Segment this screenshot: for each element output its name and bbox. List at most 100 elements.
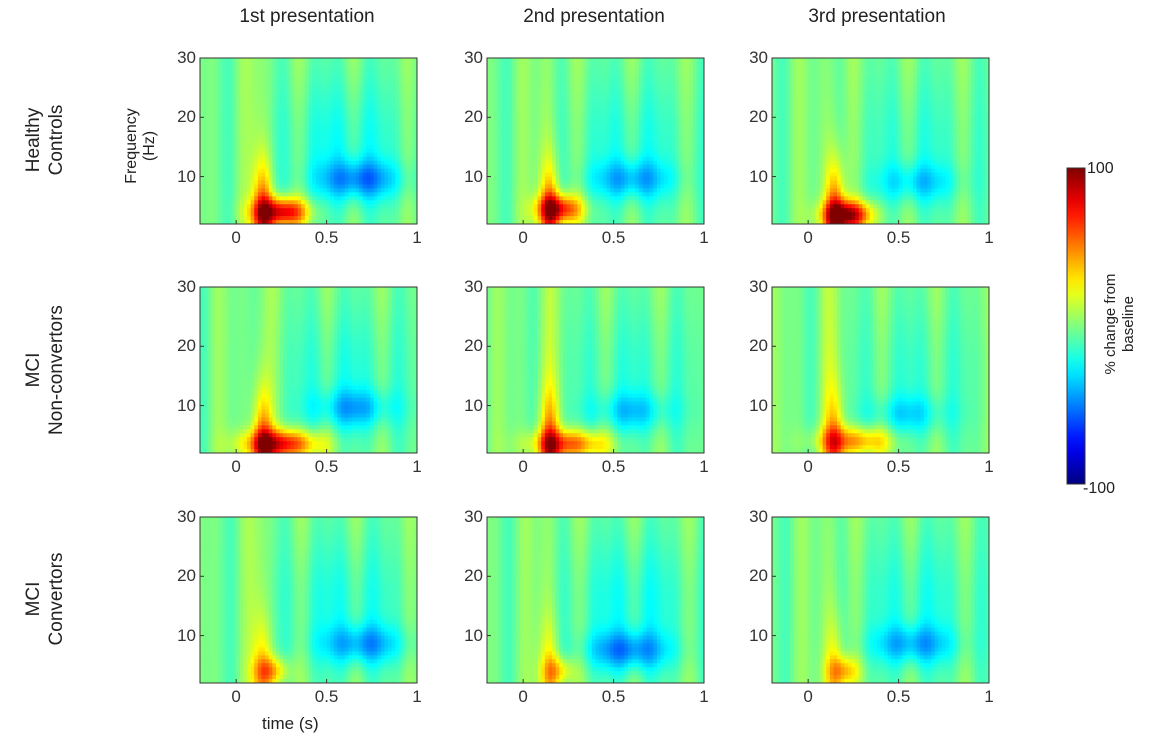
heatmap-cell (283, 89, 288, 95)
heatmap-cell (548, 65, 553, 71)
heatmap-cell (322, 93, 328, 99)
heatmap-cell (232, 137, 237, 142)
heatmap-cell (595, 113, 600, 118)
heatmap-cell (620, 144, 626, 150)
heatmap-cell (555, 188, 560, 193)
heatmap-cell (675, 93, 680, 99)
heatmap-cell (218, 152, 223, 158)
heatmap-cell (261, 81, 266, 87)
heatmap-cell (341, 105, 346, 110)
heatmap-cell (200, 65, 205, 71)
heatmap-cell (210, 216, 216, 221)
heatmap-cell (671, 164, 676, 170)
heatmap-cell (570, 81, 575, 87)
heatmap-cell (588, 152, 593, 158)
heatmap-cell (613, 69, 618, 75)
heatmap-cell (232, 77, 237, 83)
heatmap-cell (406, 61, 411, 67)
heatmap-cell (660, 196, 665, 201)
heatmap-cell (218, 85, 223, 91)
heatmap-cell (333, 208, 339, 213)
heatmap-cell (584, 176, 589, 182)
heatmap-cell (398, 81, 404, 87)
heatmap-cell (402, 176, 407, 182)
heatmap-cell (330, 172, 335, 178)
heatmap-cell (624, 117, 629, 122)
heatmap-cell (326, 168, 331, 174)
heatmap-cell (304, 200, 310, 205)
heatmap-cell (290, 101, 295, 107)
heatmap-cell (362, 172, 367, 178)
heatmap-cell (638, 152, 644, 158)
heatmap-cell (247, 164, 252, 170)
heatmap-cell (344, 216, 349, 221)
heatmap-cell (384, 156, 389, 162)
heatmap-cell (315, 73, 320, 79)
heatmap-cell (265, 58, 270, 63)
heatmap-cell (505, 200, 510, 205)
heatmap-cell (341, 156, 346, 162)
heatmap-cell (606, 77, 611, 83)
heatmap-cell (214, 58, 219, 63)
heatmap-cell (261, 97, 266, 103)
panel-frame (199, 57, 418, 225)
heatmap-cell (505, 125, 510, 130)
heatmap-cell (570, 89, 575, 95)
heatmap-cell (395, 137, 400, 142)
heatmap-cell (541, 204, 546, 209)
heatmap-cell (559, 204, 564, 209)
heatmap-cell (369, 133, 375, 138)
heatmap-cell (297, 125, 302, 130)
heatmap-cell (653, 144, 658, 150)
heatmap-cell (265, 137, 270, 142)
heatmap-cell (609, 125, 615, 130)
heatmap-cell (689, 160, 694, 166)
heatmap-cell (221, 133, 226, 138)
heatmap-cell (685, 65, 691, 71)
heatmap-cell (275, 105, 281, 110)
heatmap-cell (362, 164, 367, 170)
heatmap-cell (265, 81, 270, 87)
heatmap-cell (606, 129, 611, 134)
heatmap-cell (512, 180, 517, 186)
heatmap-cell (653, 164, 658, 170)
heatmap-cell (671, 93, 676, 99)
heatmap-cell (351, 141, 357, 146)
heatmap-cell (693, 216, 698, 221)
heatmap-cell (508, 184, 513, 190)
heatmap-cell (519, 73, 524, 79)
heatmap-cell (377, 192, 382, 197)
heatmap-cell (555, 212, 560, 217)
heatmap-cell (599, 148, 604, 154)
heatmap-cell (214, 188, 219, 193)
heatmap-cell (214, 220, 219, 224)
heatmap-cell (628, 208, 633, 213)
heatmap-cell (333, 188, 339, 193)
heatmap-cell (301, 109, 306, 114)
heatmap-cell (297, 164, 302, 170)
heatmap-cell (675, 160, 680, 166)
heatmap-cell (261, 204, 266, 209)
heatmap-cell (638, 129, 644, 134)
heatmap-cell (373, 196, 378, 201)
heatmap-cell (207, 97, 212, 103)
heatmap-cell (290, 148, 295, 154)
heatmap-cell (359, 137, 364, 142)
heatmap-cell (286, 117, 292, 122)
heatmap-cell (239, 168, 244, 174)
heatmap-cell (254, 208, 259, 213)
heatmap-cell (344, 204, 349, 209)
heatmap-cell (660, 85, 665, 91)
heatmap-cell (214, 200, 219, 205)
heatmap-cell (515, 117, 521, 122)
heatmap-cell (530, 129, 535, 134)
heatmap-cell (588, 65, 593, 71)
heatmap-cell (555, 121, 560, 126)
heatmap-cell (595, 180, 600, 186)
heatmap-cell (609, 97, 615, 103)
heatmap-cell (552, 208, 557, 213)
heatmap-cell (512, 77, 517, 83)
heatmap-cell (290, 129, 295, 134)
heatmap-cell (243, 61, 248, 67)
heatmap-cell (559, 93, 564, 99)
